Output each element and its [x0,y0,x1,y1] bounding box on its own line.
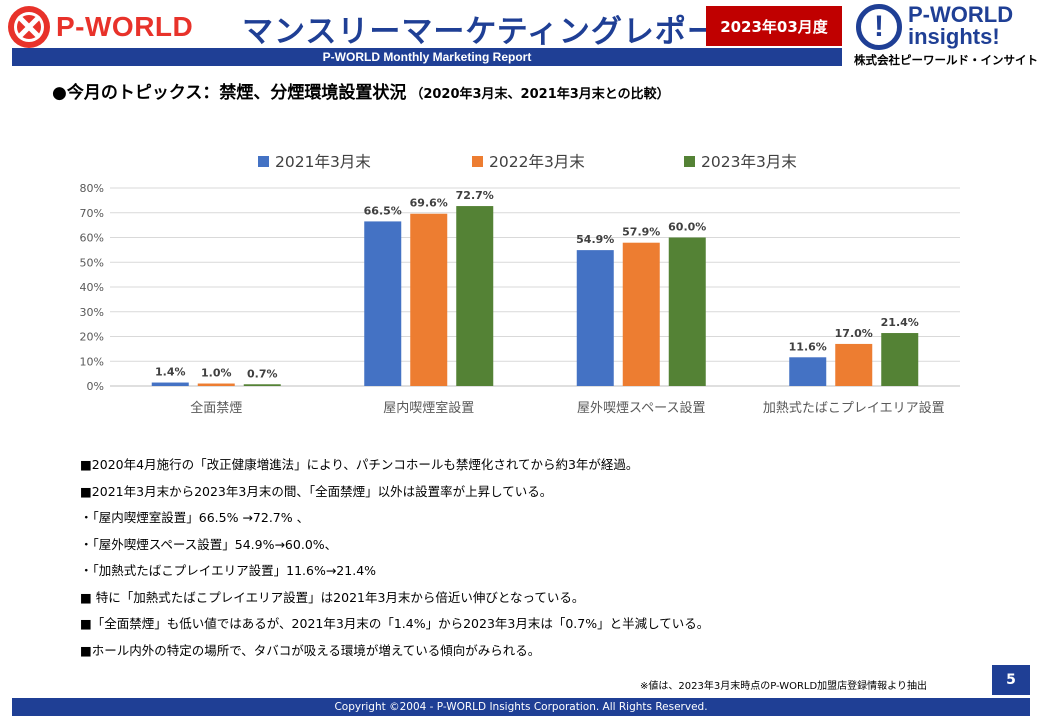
note-line: ・「屋内喫煙室設置」66.5% →72.7% 、 [80,510,310,525]
bar [364,221,402,386]
legend-swatch-2023 [684,155,695,167]
data-label: 11.6% [789,340,827,353]
bar [668,237,706,386]
y-tick-label: 40% [80,281,104,294]
legend-item-2021: 2021年3月末 [258,150,371,172]
x-tick-label: 屋内喫煙室設置 [383,400,474,416]
legend-label-2022: 2022年3月末 [489,153,585,171]
company-name: 株式会社ピーワールド・インサイト [854,53,1038,67]
date-badge: 2023年03月度 [706,6,842,46]
note-line: ■2020年4月施行の「改正健康増進法」により、パチンコホールも禁煙化されてから… [80,457,639,472]
note-line: ・「屋外喫煙スペース設置」54.9%→60.0%、 [80,536,338,552]
bar-chart: 0% 10% 20% 30% 40% 50% 60% 70% 80% 1.4% 1.0% 0.7% 全面… [80,182,960,416]
data-label: 66.5% [364,204,402,217]
data-label: 54.9% [576,233,614,246]
bar [151,382,189,386]
bar [622,242,660,386]
bar [243,384,281,386]
note-line: ■ホール内外の特定の場所で、タバコが吸える環境が増えている傾向がみられる。 [80,642,541,658]
bar [197,383,235,386]
page-number: 5 [992,665,1030,695]
insights-logo-line2: insights! [908,24,1000,49]
y-tick-label: 20% [80,331,104,344]
subtitle-bar: P-WORLD Monthly Marketing Report [12,48,842,66]
y-tick-label: 80% [80,182,104,195]
x-tick-label: 全面禁煙 [190,400,242,416]
data-label: 69.6% [410,197,448,210]
bar [456,206,494,386]
y-tick-label: 60% [80,232,104,245]
legend-swatch-2021 [258,155,269,167]
data-label: 57.9% [622,226,660,239]
legend-label-2023: 2023年3月末 [701,153,797,171]
data-label: 1.4% [155,366,186,379]
legend-item-2023: 2023年3月末 [684,150,797,172]
pworld-insights-logo: ! P-WORLD insights! 株式会社ピーワールド・インサイト [852,2,1038,68]
x-tick-label: 加熱式たばこプレイエリア設置 [763,400,945,416]
y-tick-label: 70% [80,207,104,220]
legend-item-2022: 2022年3月末 [472,150,585,172]
topic-title: ●今月のトピックス：禁煙、分煙環境設置状況 [52,83,407,103]
note-line: ■2021年3月末から2023年3月末の間、「全面禁煙」以外は設置率が上昇してい… [80,483,553,499]
data-label: 0.7% [247,367,278,380]
data-label: 17.0% [835,327,873,340]
topic-subtitle: （2020年3月末、2021年3月末との比較） [410,87,670,102]
note-line: ■ 特に「加熱式たばこプレイエリア設置」は2021年3月末から倍近い伸びとなって… [80,589,585,605]
y-tick-label: 10% [80,355,104,368]
copyright-footer: Copyright ©2004 - P-WORLD Insights Corpo… [12,698,1030,716]
data-label: 72.7% [456,189,494,202]
y-tick-label: 50% [80,256,104,269]
exclamation-icon: ! [856,4,902,50]
bar [576,250,614,386]
y-tick-label: 30% [80,306,104,319]
topic-heading: ●今月のトピックス：禁煙、分煙環境設置状況 （2020年3月末、2021年3月末と… [52,78,670,103]
chart-legend: 2021年3月末 2022年3月末 2023年3月末 [0,150,1040,174]
note-line: ・「加熱式たばこプレイエリア設置」11.6%→21.4% [80,563,377,578]
footnote: ※値は、2023年3月末時点のP-WORLD加盟店登録情報より抽出 [640,681,927,692]
data-label: 21.4% [881,316,919,329]
bar [410,213,448,386]
note-line: ■「全面禁煙」も低い値ではあるが、2021年3月末の「1.4%」から2023年3… [80,616,710,631]
legend-swatch-2022 [472,155,483,167]
legend-label-2021: 2021年3月末 [275,153,371,171]
pworld-logo-icon [8,6,50,48]
insights-logo-line1: P-WORLD [908,2,1014,27]
bar [835,343,873,386]
y-tick-label: 0% [87,380,104,393]
pworld-logo-text: P-WORLD [56,11,194,42]
notes-section: ■2020年4月施行の「改正健康増進法」により、パチンコホールも禁煙化されてから… [80,452,980,664]
pworld-logo: P-WORLD [8,6,193,48]
bar [789,357,827,386]
data-label: 1.0% [201,367,232,380]
report-title: マンスリーマーケティングレポート [242,14,751,50]
x-tick-label: 屋外喫煙スペース設置 [577,400,705,416]
bar [881,333,919,386]
data-label: 60.0% [668,221,706,234]
